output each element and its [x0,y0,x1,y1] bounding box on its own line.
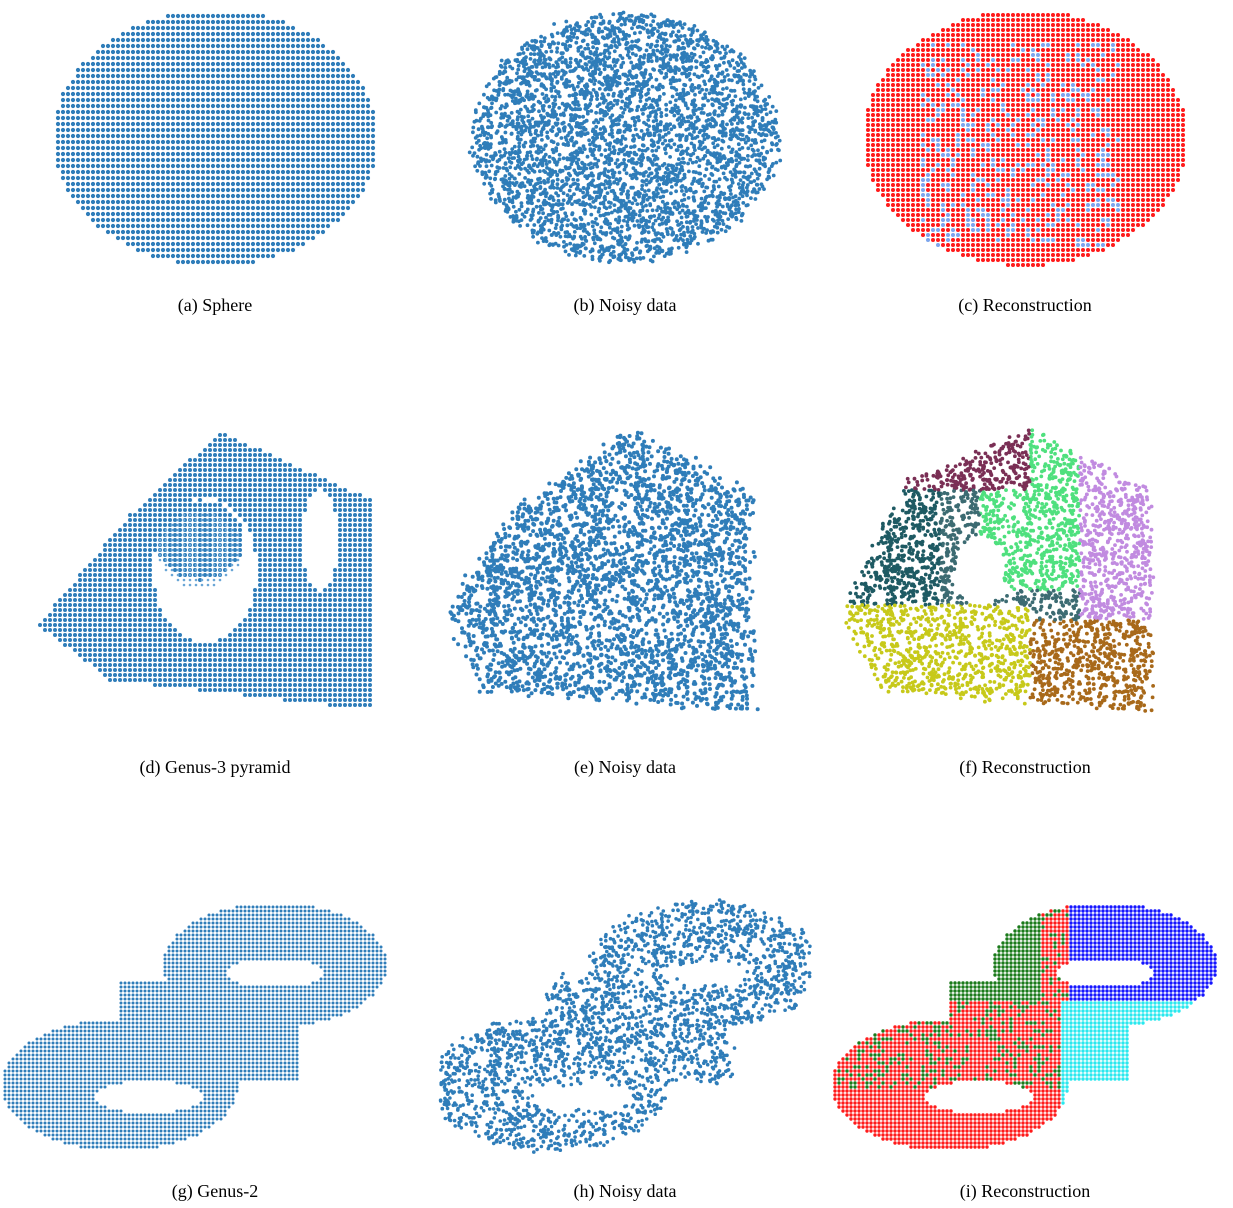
sphere-point-cloud [55,13,376,265]
panel-c [830,0,1220,280]
noisy-pyramid-point-cloud [448,430,760,712]
genus3-pyramid-point-cloud [38,433,372,707]
panel-a [20,0,410,280]
panel-d [20,420,410,720]
caption-b: (b) Noisy data [430,295,820,316]
sphere-reconstruction-point-cloud [866,13,1185,267]
caption-a: (a) Sphere [20,295,410,316]
caption-c: (c) Reconstruction [830,295,1220,316]
caption-h: (h) Noisy data [430,1181,820,1202]
caption-i: (i) Reconstruction [830,1181,1220,1202]
genus2-reconstruction-point-cloud [833,905,1217,1149]
panel-b [430,0,820,280]
caption-e: (e) Noisy data [430,757,820,778]
panel-f [830,420,1220,720]
panel-g [0,890,390,1180]
caption-g: (g) Genus-2 [20,1181,410,1202]
genus2-point-cloud [3,905,387,1149]
panel-h [430,890,820,1180]
noisy-sphere-point-cloud [467,10,783,265]
caption-f: (f) Reconstruction [830,757,1220,778]
panel-i [830,890,1220,1180]
noisy-genus2-point-cloud [438,898,812,1154]
caption-d: (d) Genus-3 pyramid [20,757,410,778]
panel-e [430,420,820,720]
pyramid-reconstruction-point-cloud [844,428,1156,713]
